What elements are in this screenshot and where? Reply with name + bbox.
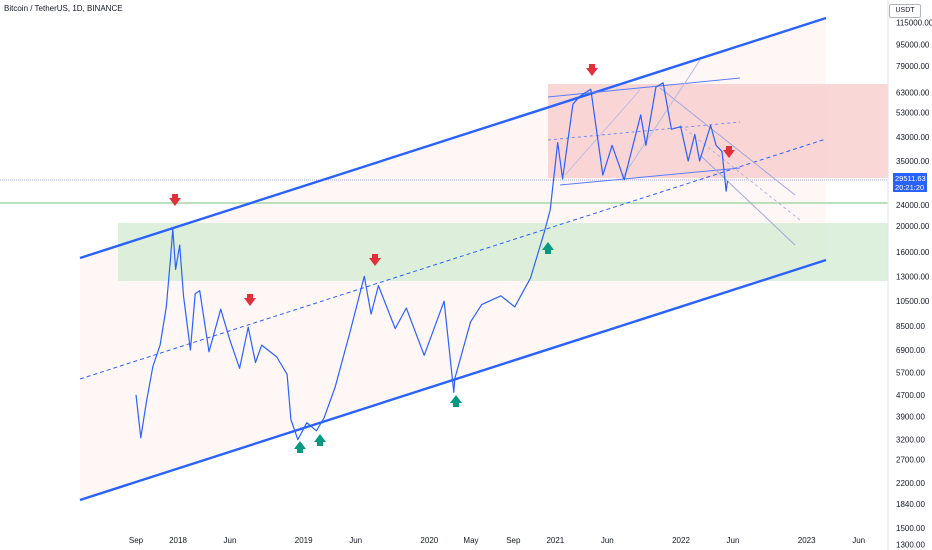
time-axis-tick: May (463, 536, 478, 545)
price-axis-tick: 115000.00 (896, 18, 932, 27)
pitchfork-line-1 (621, 59, 701, 179)
time-axis-tick: Jun (727, 536, 740, 545)
price-axis-tick: 13000.00 (896, 272, 930, 281)
price-axis-tick: 4700.00 (896, 391, 925, 400)
price-axis[interactable]: 115000.00 95000.00 79000.00 63000.00 53000.0… (896, 18, 932, 549)
price-axis-tick: 2700.00 (896, 455, 925, 464)
price-axis-tick: 8500.00 (896, 322, 925, 331)
price-line (135, 82, 729, 441)
time-axis-tick: Jun (852, 536, 865, 545)
buy-arrow-icon (314, 434, 326, 446)
price-axis-tick: 24000.00 (896, 201, 930, 210)
time-axis[interactable]: Sep 2018 Jun 2019 Jun 2020 May Sep 2021 Jun 2022 Ju… (129, 536, 865, 545)
pitchfork-line-2 (564, 89, 641, 176)
price-axis-tick: 1840.00 (896, 500, 925, 509)
descending-channel-1 (659, 87, 796, 196)
price-axis-tick: 1300.00 (896, 540, 925, 549)
top-pattern-lower (559, 167, 741, 186)
time-axis-tick: 2023 (798, 536, 816, 545)
price-axis-tick: 95000.00 (896, 41, 930, 50)
buy-arrow-icon (450, 395, 462, 407)
price-axis-tick: 20000.00 (896, 222, 930, 231)
currency-selector[interactable]: USDT (889, 4, 921, 18)
time-axis-tick: 2022 (672, 536, 690, 545)
current-price-tag: 29511.63 20:21:20 (893, 173, 927, 192)
price-axis-tick: 10500.00 (896, 297, 930, 306)
time-axis-tick: 2020 (420, 536, 438, 545)
channel-upper-line (79, 16, 827, 260)
price-axis-tick: 6900.00 (896, 346, 925, 355)
price-axis-tick: 35000.00 (896, 157, 930, 166)
resistance-zone (548, 84, 888, 178)
time-axis-tick: Jun (224, 536, 237, 545)
time-axis-tick: 2019 (295, 536, 313, 545)
sell-arrow-icon (244, 294, 256, 306)
time-axis-tick: Sep (506, 536, 521, 545)
sell-arrow-icon (723, 146, 735, 158)
time-axis-tick: Jun (601, 536, 614, 545)
price-axis-tick: 43000.00 (896, 133, 930, 142)
sell-arrow-icon (369, 254, 381, 266)
candle-countdown: 20:21:20 (895, 183, 925, 192)
price-axis-tick: 16000.00 (896, 248, 930, 257)
current-price-value: 29511.63 (895, 174, 926, 183)
price-axis-tick: 3200.00 (896, 436, 925, 445)
time-axis-tick: Jun (349, 536, 362, 545)
sell-arrow-icon (586, 64, 598, 76)
price-axis-tick: 63000.00 (896, 89, 930, 98)
time-axis-tick: 2018 (169, 536, 187, 545)
support-zone (118, 223, 888, 281)
descending-channel-3 (699, 154, 796, 246)
channel-midline (79, 138, 827, 380)
chart-title: Bitcoin / TetherUS, 1D, BINANCE (4, 4, 123, 13)
top-pattern-upper (547, 77, 741, 98)
price-axis-tick: 3900.00 (896, 413, 925, 422)
price-axis-tick: 53000.00 (896, 109, 930, 118)
price-axis-tick: 79000.00 (896, 62, 930, 71)
time-axis-tick: 2021 (546, 536, 564, 545)
time-axis-tick: Sep (129, 536, 144, 545)
price-axis-tick: 5700.00 (896, 368, 925, 377)
buy-arrow-icon (294, 441, 306, 453)
descending-channel-2 (679, 124, 801, 221)
price-axis-tick: 1500.00 (896, 524, 925, 533)
buy-arrow-icon (542, 242, 554, 254)
sell-arrow-icon (169, 194, 181, 206)
price-axis-tick: 2200.00 (896, 479, 925, 488)
